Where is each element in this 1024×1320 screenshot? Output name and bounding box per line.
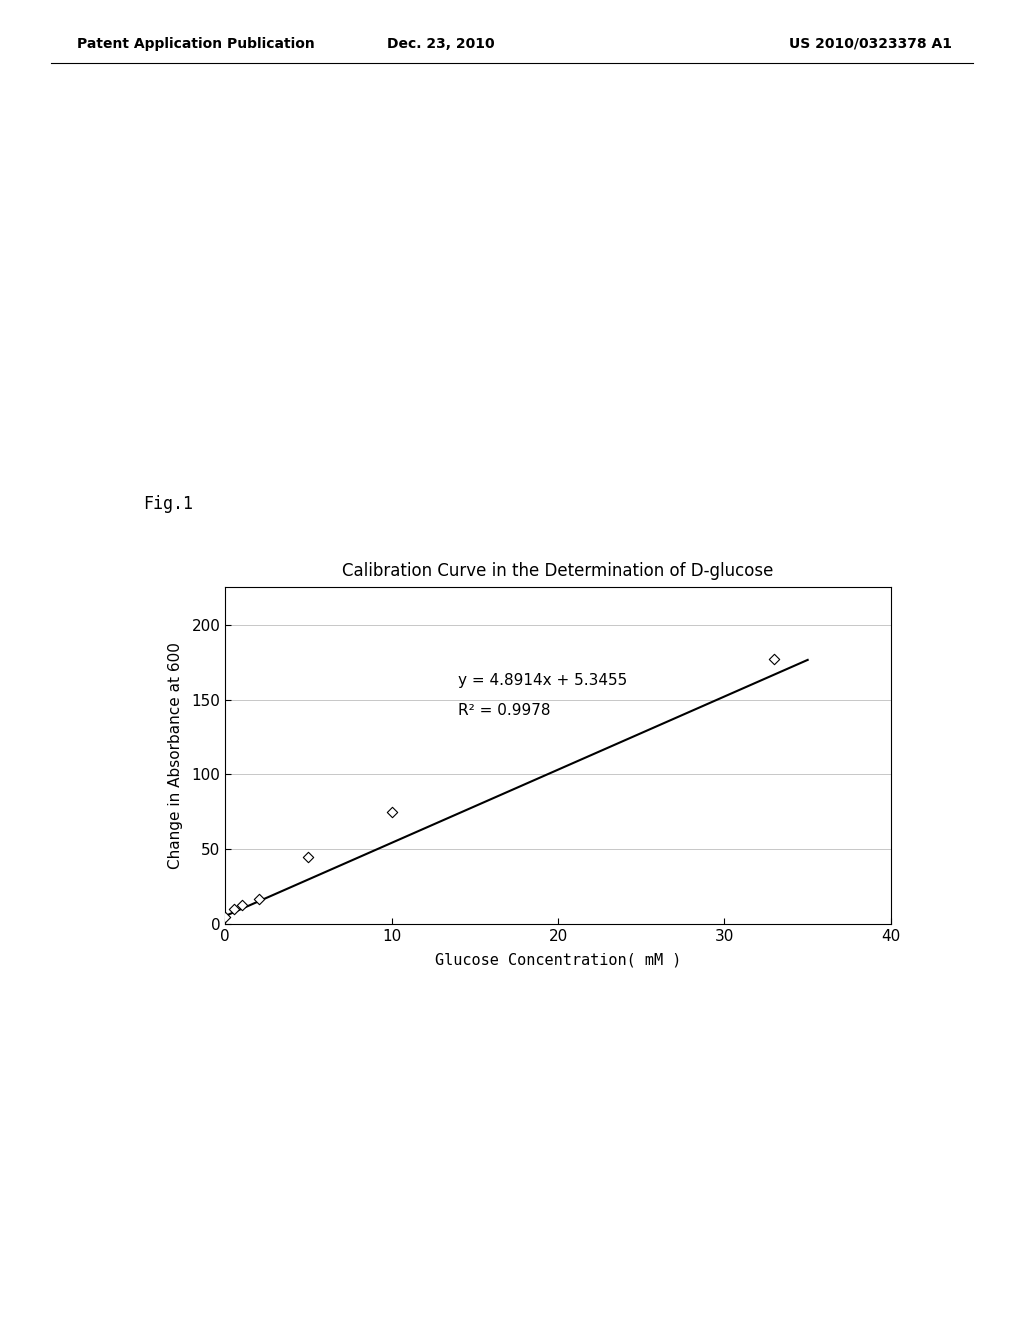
Text: Patent Application Publication: Patent Application Publication <box>77 37 314 51</box>
X-axis label: Glucose Concentration( mM ): Glucose Concentration( mM ) <box>435 952 681 968</box>
Text: Dec. 23, 2010: Dec. 23, 2010 <box>386 37 495 51</box>
Text: Fig.1: Fig.1 <box>143 495 194 513</box>
Point <box>250 888 266 909</box>
Point <box>766 648 782 669</box>
Point <box>233 894 250 915</box>
Text: US 2010/0323378 A1: US 2010/0323378 A1 <box>790 37 952 51</box>
Point <box>217 906 233 927</box>
Text: R² = 0.9978: R² = 0.9978 <box>459 702 551 718</box>
Y-axis label: Change in Absorbance at 600: Change in Absorbance at 600 <box>168 643 183 869</box>
Text: y = 4.8914x + 5.3455: y = 4.8914x + 5.3455 <box>459 673 628 688</box>
Point <box>383 801 399 822</box>
Title: Calibration Curve in the Determination of D-glucose: Calibration Curve in the Determination o… <box>342 562 774 581</box>
Point <box>300 846 316 867</box>
Point <box>225 899 242 920</box>
